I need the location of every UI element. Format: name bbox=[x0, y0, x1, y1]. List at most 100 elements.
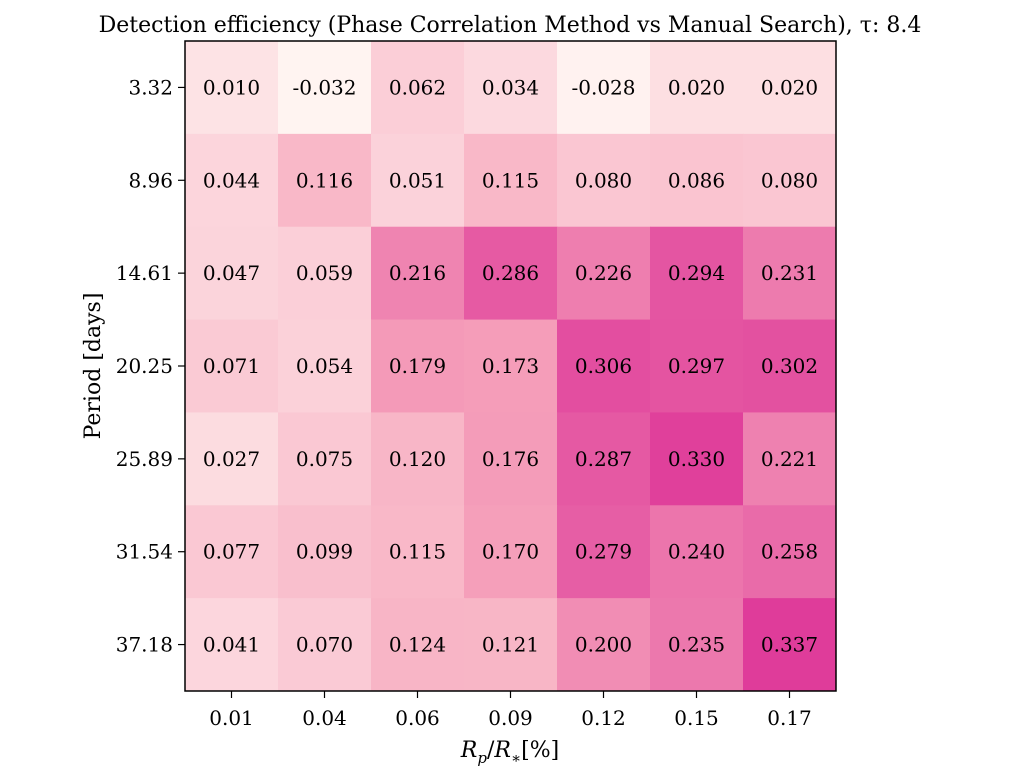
y-tick-label: 8.96 bbox=[128, 168, 173, 192]
x-label-r: R bbox=[460, 738, 478, 763]
cell-value-label: 0.337 bbox=[761, 633, 818, 657]
cell-value-label: 0.279 bbox=[575, 540, 632, 564]
cell-value-label: 0.080 bbox=[575, 168, 632, 192]
cell-value-label: -0.028 bbox=[571, 75, 635, 99]
cell-value-label: 0.034 bbox=[482, 75, 539, 99]
heatmap-cell-r3-c5 bbox=[650, 319, 744, 413]
cell-value-label: 0.302 bbox=[761, 354, 818, 378]
cell-value-label: 0.287 bbox=[575, 447, 632, 471]
heatmap-cell-r4-c3 bbox=[464, 412, 558, 506]
heatmap-cell-r2-c1 bbox=[278, 226, 372, 321]
heatmap-cell-r3-c0 bbox=[185, 319, 279, 413]
cell-value-label: 0.235 bbox=[668, 633, 725, 657]
heatmap-cell-r6-c2 bbox=[371, 598, 465, 692]
y-tick-label: 31.54 bbox=[116, 540, 173, 564]
x-tick-label: 0.12 bbox=[581, 706, 626, 730]
cell-value-label: 0.062 bbox=[389, 75, 446, 99]
cell-value-label: 0.099 bbox=[296, 540, 353, 564]
heatmap-cell-r3-c4 bbox=[557, 319, 651, 413]
x-tick-label: 0.17 bbox=[767, 706, 812, 730]
heatmap-cell-r0-c0 bbox=[185, 41, 279, 135]
heatmap-cell-r1-c3 bbox=[464, 133, 558, 228]
heatmap-cell-r5-c0 bbox=[185, 505, 279, 599]
heatmap-cell-r4-c4 bbox=[557, 412, 651, 506]
heatmap-cell-r3-c2 bbox=[371, 319, 465, 413]
heatmap-cell-r6-c4 bbox=[557, 598, 651, 692]
cell-value-label: 0.294 bbox=[668, 261, 725, 285]
heatmap-cell-r0-c5 bbox=[650, 41, 744, 135]
heatmap-cell-r6-c5 bbox=[650, 598, 744, 692]
heatmap-cell-r0-c2 bbox=[371, 41, 465, 135]
heatmap-cell-r2-c0 bbox=[185, 226, 279, 321]
x-tick-label: 0.06 bbox=[395, 706, 440, 730]
heatmap-cell-r3-c6 bbox=[743, 319, 837, 413]
heatmap-cell-r6-c1 bbox=[278, 598, 372, 692]
heatmap-cell-r1-c4 bbox=[557, 133, 651, 228]
x-tick-label: 0.09 bbox=[488, 706, 533, 730]
cell-value-label: 0.071 bbox=[203, 354, 260, 378]
x-label-unit: [%] bbox=[521, 738, 559, 763]
cell-value-label: 0.120 bbox=[389, 447, 446, 471]
heatmap-cell-r4-c1 bbox=[278, 412, 372, 506]
heatmap-cell-labels: 0.010 -0.032 0.062 0.034 -0.028 0.020 0.020 0.0… bbox=[203, 75, 818, 656]
x-label-star-subscript: ∗ bbox=[511, 749, 521, 767]
heatmap-cell-r2-c3 bbox=[464, 226, 558, 321]
cell-value-label: 0.179 bbox=[389, 354, 446, 378]
cell-value-label: 0.059 bbox=[296, 261, 353, 285]
cell-value-label: 0.047 bbox=[203, 261, 260, 285]
heatmap-cell-r5-c5 bbox=[650, 505, 744, 599]
cell-value-label: 0.115 bbox=[389, 540, 446, 564]
heatmap-cell-r4-c0 bbox=[185, 412, 279, 506]
cell-value-label: 0.173 bbox=[482, 354, 539, 378]
cell-value-label: 0.020 bbox=[761, 75, 818, 99]
cell-value-label: 0.240 bbox=[668, 540, 725, 564]
heatmap-cell-r5-c1 bbox=[278, 505, 372, 599]
heatmap-cell-r3-c1 bbox=[278, 319, 372, 413]
cell-value-label: 0.124 bbox=[389, 633, 446, 657]
x-label-r2: R bbox=[493, 738, 511, 763]
heatmap-cell-r1-c1 bbox=[278, 133, 372, 228]
cell-value-label: 0.286 bbox=[482, 261, 539, 285]
cell-value-label: 0.041 bbox=[203, 633, 260, 657]
cell-value-label: 0.027 bbox=[203, 447, 260, 471]
heatmap-cell-r5-c3 bbox=[464, 505, 558, 599]
cell-value-label: 0.010 bbox=[203, 75, 260, 99]
x-label-p-subscript: p bbox=[477, 749, 487, 767]
y-tick-label: 25.89 bbox=[116, 447, 173, 471]
heatmap-cell-r1-c6 bbox=[743, 133, 837, 228]
y-axis-label: Period [days] bbox=[81, 293, 106, 440]
heatmap-cell-r1-c5 bbox=[650, 133, 744, 228]
y-tick-label: 14.61 bbox=[116, 261, 173, 285]
cell-value-label: 0.051 bbox=[389, 168, 446, 192]
cell-value-label: 0.115 bbox=[482, 168, 539, 192]
cell-value-label: 0.200 bbox=[575, 633, 632, 657]
heatmap-cell-r2-c2 bbox=[371, 226, 465, 321]
heatmap-cell-r5-c4 bbox=[557, 505, 651, 599]
cell-value-label: 0.231 bbox=[761, 261, 818, 285]
heatmap-cell-r4-c5 bbox=[650, 412, 744, 506]
heatmap-cell-r0-c1 bbox=[278, 41, 372, 135]
heatmap-cell-r5-c6 bbox=[743, 505, 837, 599]
y-axis-ticks: 3.32 8.96 14.61 20.25 25.89 31.54 37.18 bbox=[116, 75, 185, 657]
cell-value-label: 0.075 bbox=[296, 447, 353, 471]
heatmap-cells bbox=[185, 41, 837, 692]
heatmap-cell-r5-c2 bbox=[371, 505, 465, 599]
heatmap-cell-r1-c0 bbox=[185, 133, 279, 228]
cell-value-label: 0.044 bbox=[203, 168, 260, 192]
heatmap-cell-r4-c2 bbox=[371, 412, 465, 506]
x-tick-label: 0.15 bbox=[674, 706, 719, 730]
cell-value-label: 0.054 bbox=[296, 354, 353, 378]
heatmap-cell-r6-c6 bbox=[743, 598, 837, 692]
cell-value-label: -0.032 bbox=[292, 75, 356, 99]
heatmap-cell-r6-c3 bbox=[464, 598, 558, 692]
x-axis-label: Rp/R∗[%] bbox=[460, 738, 559, 767]
y-tick-label: 20.25 bbox=[116, 354, 173, 378]
x-tick-label: 0.01 bbox=[209, 706, 254, 730]
x-label-slash: / bbox=[487, 738, 495, 763]
y-tick-label: 37.18 bbox=[116, 633, 173, 657]
heatmap-cell-r2-c6 bbox=[743, 226, 837, 321]
heatmap-cell-r0-c3 bbox=[464, 41, 558, 135]
cell-value-label: 0.176 bbox=[482, 447, 539, 471]
cell-value-label: 0.077 bbox=[203, 540, 260, 564]
